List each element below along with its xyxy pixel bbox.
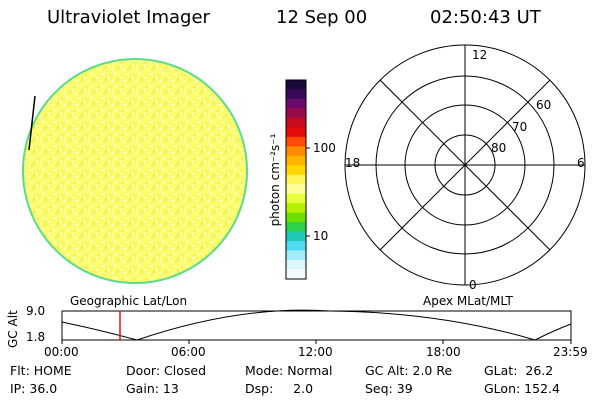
status-gain: Gain: 13 <box>126 381 179 396</box>
timeline-right-title: Apex MLat/MLT <box>423 294 513 308</box>
instrument-title: Ultraviolet Imager <box>47 7 210 28</box>
colorbar-band <box>286 260 306 271</box>
colorbar-band <box>286 241 306 252</box>
altitude-curve <box>61 309 572 341</box>
colorbar-band <box>286 212 306 223</box>
polar-ring-label-80: 80 <box>491 141 507 155</box>
timeline-xtick-1800: 18:00 <box>426 345 461 359</box>
polar-label-bottom: 0 <box>469 278 477 292</box>
timeline-left-title: Geographic Lat/Lon <box>70 294 188 308</box>
status-ip: IP: 36.0 <box>10 381 58 396</box>
status-dsp: Dsp: 2.0 <box>245 381 314 396</box>
timeline-ytick-top: 9.0 <box>26 304 46 318</box>
colorbar-label-100: 100 <box>313 141 336 155</box>
timeline-xtick-2359: 23:59 <box>553 345 588 359</box>
status-glon: GLon: 152.4 <box>484 381 560 396</box>
colorbar-band <box>286 146 306 157</box>
colorbar-band <box>286 222 306 233</box>
colorbar-band <box>286 203 306 214</box>
colorbar-band <box>286 98 306 110</box>
limb-marker-line <box>28 95 36 151</box>
status-seq: Seq: 39 <box>365 381 413 396</box>
status-gc-alt: GC Alt: 2.0 Re <box>365 363 453 378</box>
colorbar-band <box>286 231 306 242</box>
colorbar-band <box>286 184 306 195</box>
timeline-xtick-1200: 12:00 <box>298 345 333 359</box>
colorbar-band <box>286 193 306 204</box>
polar-label-left: 18 <box>345 156 361 170</box>
timeline-xtick-0600: 06:00 <box>171 345 206 359</box>
colorbar-gradient <box>286 80 306 280</box>
colorbar-band <box>286 165 306 176</box>
colorbar-band <box>286 108 306 119</box>
colorbar-frame <box>285 79 307 280</box>
status-door: Door: Closed <box>126 363 207 378</box>
colorbar-band <box>286 117 306 128</box>
observation-time: 02:50:43 UT <box>430 7 541 28</box>
colorbar-band <box>286 155 306 166</box>
polar-ring-label-60: 60 <box>536 98 552 112</box>
polar-label-right: 6 <box>577 156 585 170</box>
polar-label-top: 12 <box>472 48 488 62</box>
polar-diagonal-2 <box>379 79 551 251</box>
observation-date: 12 Sep 00 <box>276 7 368 28</box>
timeline-ytick-bottom: 1.8 <box>26 330 46 344</box>
polar-ring-label-70: 70 <box>512 120 528 134</box>
timeline-frame <box>61 310 572 341</box>
colorbar-band <box>286 174 306 185</box>
colorbar-band <box>286 269 306 280</box>
earth-disk <box>22 58 248 284</box>
status-flight: Flt: HOME <box>10 363 72 378</box>
colorbar-band <box>286 250 306 261</box>
status-mode: Mode: Normal <box>245 363 333 378</box>
colorbar-band <box>286 89 306 100</box>
colorbar-band <box>286 127 306 138</box>
status-glat: GLat: 26.2 <box>484 363 554 378</box>
colorbar-label-10: 10 <box>313 229 329 243</box>
colorbar-band <box>286 136 306 147</box>
colorbar-band <box>286 80 306 91</box>
timeline-xtick-0000: 00:00 <box>44 345 79 359</box>
